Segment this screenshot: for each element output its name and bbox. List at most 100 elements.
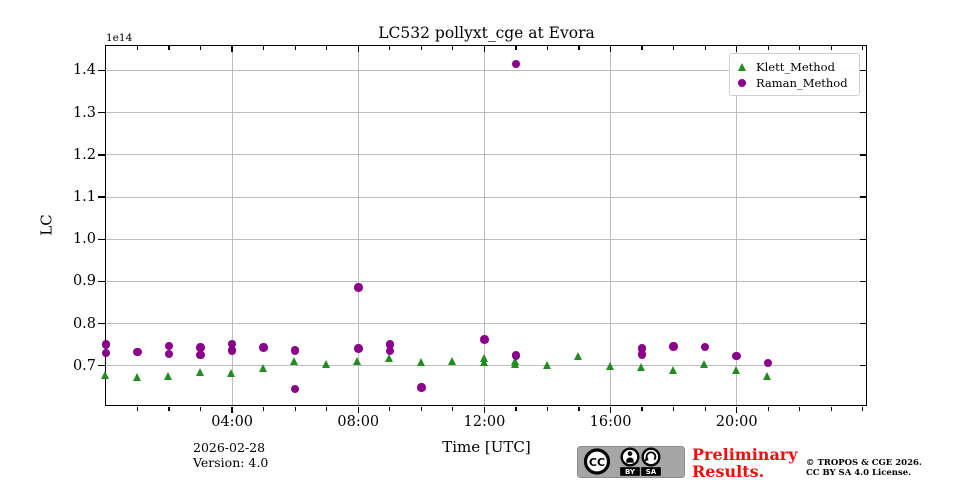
x-tick-major-top	[357, 46, 359, 52]
x-tick-minor-top	[294, 46, 296, 50]
y-tick-label: 0.8	[72, 315, 96, 332]
y-tick-left	[98, 238, 105, 240]
data-point-klett_method	[353, 356, 362, 365]
data-point-klett_method	[101, 370, 110, 379]
legend-label: Raman_Method	[756, 76, 848, 90]
legend-item-klett: Klett_Method	[738, 59, 851, 75]
copyright-line1: © TROPOS & CGE 2026.	[806, 458, 922, 468]
x-tick-minor-bottom	[136, 406, 139, 411]
data-point-raman_method	[227, 339, 237, 349]
x-tick-minor-top	[641, 46, 643, 50]
data-point-klett_method	[479, 358, 488, 367]
data-point-klett_method	[227, 369, 236, 378]
x-tick-minor-top	[168, 46, 170, 50]
x-tick-minor-bottom	[200, 406, 202, 411]
plot-area: Klett_Method Raman_Method 0.7 0.8 0.9 1.0 1.…	[73, 45, 867, 430]
x-tick-minor-bottom	[578, 406, 580, 411]
y-gridline	[106, 238, 866, 240]
x-tick-label: 04:00	[211, 414, 254, 430]
x-tick-minor-top	[862, 46, 864, 50]
data-point-raman_method	[637, 344, 647, 353]
y-tick-label: 0.9	[72, 273, 96, 290]
data-point-klett_method	[668, 365, 677, 374]
x-tick-label: 12:00	[463, 414, 506, 430]
by-label-box	[620, 467, 640, 476]
copyright-line2: CC BY SA 4.0 License.	[806, 468, 912, 478]
x-tick-minor-bottom	[452, 406, 454, 411]
y-tick-right	[860, 322, 866, 325]
x-tick-minor-bottom	[673, 406, 675, 411]
data-point-klett_method	[574, 351, 583, 360]
x-tick-minor-bottom	[704, 406, 706, 411]
data-point-raman_method	[700, 342, 710, 352]
y-tick-right	[860, 238, 866, 240]
y-gridline	[106, 323, 866, 325]
x-tick-major-bottom	[231, 406, 233, 413]
data-point-klett_method	[164, 371, 173, 380]
data-point-klett_method	[290, 356, 299, 365]
y-tick-right	[860, 280, 866, 283]
triangle-marker-icon	[738, 63, 746, 71]
sa-text: SA	[646, 468, 657, 476]
legend-item-raman: Raman_Method	[738, 75, 851, 91]
y-tick-label: 1.1	[72, 189, 96, 206]
x-tick-minor-top	[830, 46, 832, 50]
data-point-klett_method	[416, 358, 425, 367]
y-tick-right	[860, 365, 866, 367]
y-tick-left	[98, 69, 105, 72]
y-tick-right	[860, 69, 866, 72]
y-tick-right	[860, 154, 866, 156]
data-point-raman_method	[164, 349, 174, 359]
x-tick-minor-bottom	[862, 406, 864, 411]
data-point-raman_method	[511, 351, 521, 360]
y-tick-label: 1.3	[72, 104, 96, 121]
x-tick-minor-bottom	[168, 406, 170, 411]
x-gridline	[610, 46, 612, 405]
cc-circle-icon	[583, 448, 611, 475]
x-tick-major-top	[231, 46, 233, 52]
x-tick-minor-top	[515, 46, 517, 50]
cc-text: CC	[589, 456, 605, 469]
x-tick-minor-top	[704, 46, 706, 50]
data-point-raman_method	[227, 346, 237, 355]
x-tick-minor-top	[420, 46, 422, 50]
data-point-klett_method	[258, 363, 267, 372]
copyright-note: © TROPOS & CGE 2026. CC BY SA 4.0 Licens…	[806, 458, 922, 478]
by-text: BY	[625, 468, 636, 476]
x-tick-label: 16:00	[589, 414, 632, 430]
data-point-raman_method	[417, 383, 426, 392]
x-tick-minor-top	[326, 46, 328, 50]
y-gridline	[106, 196, 866, 198]
x-tick-minor-bottom	[641, 406, 643, 411]
x-tick-major-bottom	[357, 406, 359, 413]
data-point-raman_method	[732, 351, 741, 361]
data-point-klett_method	[195, 367, 204, 376]
sa-circle-icon	[641, 447, 661, 467]
y-tick-left	[98, 280, 105, 283]
x-tick-minor-top	[136, 46, 139, 50]
x-tick-major-top	[736, 46, 738, 52]
data-point-raman_method	[196, 343, 205, 352]
data-point-raman_method	[259, 343, 268, 352]
data-point-klett_method	[637, 362, 646, 371]
y-tick-left	[98, 322, 105, 325]
x-tick-label: 20:00	[715, 414, 758, 430]
y-axis-offset-label: 1e14	[106, 32, 133, 44]
legend: Klett_Method Raman_Method	[729, 53, 860, 96]
date-version: 2026-02-28 Version: 4.0	[193, 440, 268, 470]
data-point-raman_method	[196, 350, 205, 360]
y-gridline	[106, 69, 866, 71]
sa-arrow-icon	[645, 451, 657, 461]
x-tick-major-bottom	[483, 406, 486, 413]
x-tick-minor-top	[673, 46, 675, 50]
y-tick-left	[98, 111, 105, 114]
y-tick-left	[98, 365, 105, 367]
cc-by-sa-badge: CC BY SA	[577, 446, 685, 478]
x-tick-minor-bottom	[263, 406, 265, 411]
circle-marker-icon	[738, 79, 746, 87]
data-point-raman_method	[669, 342, 678, 351]
data-point-raman_method	[385, 346, 395, 356]
data-point-klett_method	[321, 359, 330, 368]
data-point-klett_method	[385, 354, 394, 363]
